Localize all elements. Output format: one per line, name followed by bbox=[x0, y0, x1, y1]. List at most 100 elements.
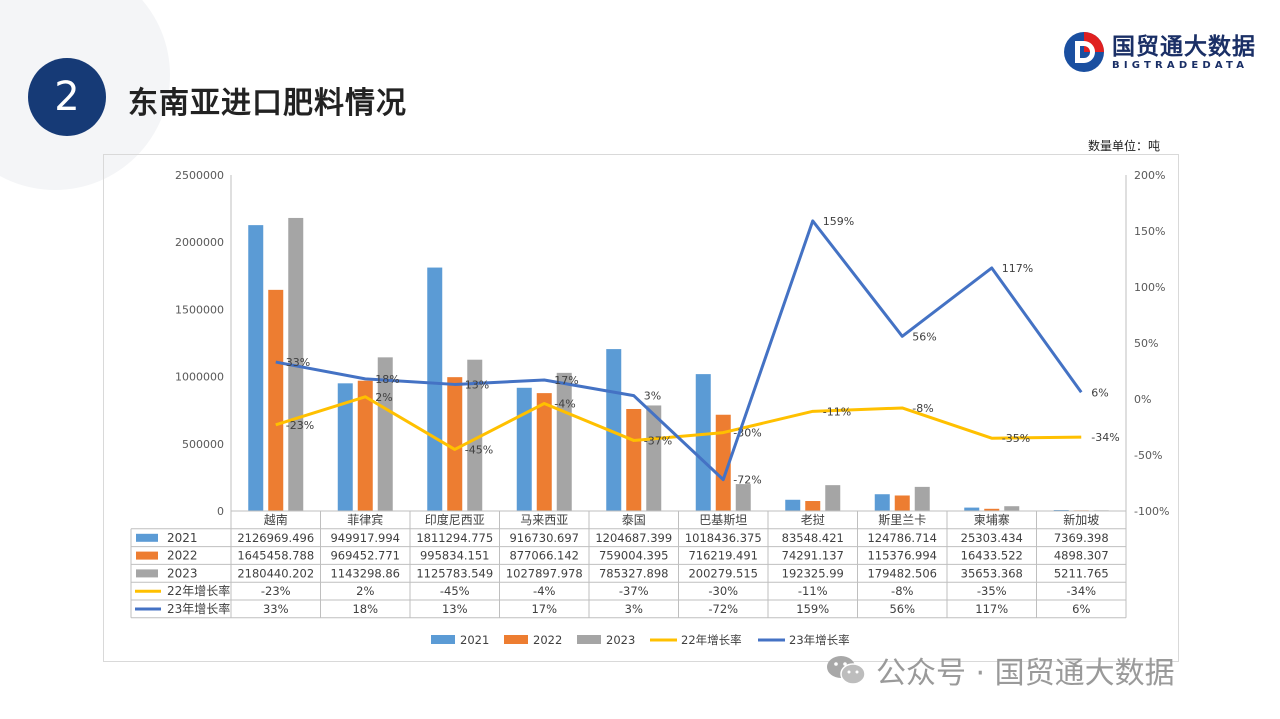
logo-chinese-text: 国贸通大数据 bbox=[1112, 33, 1256, 60]
category-label: 斯里兰卡 bbox=[878, 513, 926, 527]
line-series-23 bbox=[275, 219, 1083, 482]
section-number-badge: 2 bbox=[28, 58, 106, 136]
logo-english-text: BIGTRADEDATA bbox=[1112, 59, 1249, 71]
table-legend-key bbox=[136, 551, 158, 560]
bar-2022-2 bbox=[357, 380, 373, 511]
table-cell: 716219.491 bbox=[688, 549, 758, 563]
legend-label: 22年增长率 bbox=[681, 633, 742, 647]
bar-2021-8 bbox=[874, 494, 890, 511]
y-left-tick-label: 2500000 bbox=[175, 169, 224, 182]
bar-2022-5 bbox=[626, 408, 642, 511]
table-cell: -72% bbox=[708, 602, 738, 616]
table-cell: 2180440.202 bbox=[237, 566, 314, 580]
table-cell: 6% bbox=[1072, 602, 1090, 616]
data-label-23-1: 33% bbox=[286, 356, 310, 369]
brand-logo: 国贸通大数据 BIGTRADEDATA bbox=[1062, 30, 1256, 74]
bar-2023-8 bbox=[914, 486, 930, 511]
data-label-23-7: 159% bbox=[823, 215, 854, 228]
bar-2023-6 bbox=[735, 484, 751, 511]
bar-2022-1 bbox=[268, 289, 284, 511]
table-cell: 179482.506 bbox=[867, 566, 937, 580]
table-legend-key bbox=[136, 569, 158, 578]
category-label: 柬埔寨 bbox=[974, 512, 1010, 527]
table-cell: 1204687.399 bbox=[595, 531, 672, 545]
y-right-tick-label: 50% bbox=[1134, 337, 1158, 350]
category-label: 印度尼西亚 bbox=[425, 512, 485, 527]
bar-2022-7 bbox=[805, 501, 821, 511]
y-right-tick-label: 0% bbox=[1134, 393, 1151, 406]
data-label-23-8: 56% bbox=[912, 330, 936, 343]
y-right-tick-label: 100% bbox=[1134, 281, 1165, 294]
bar-2022-6 bbox=[715, 414, 731, 511]
table-cell: 159% bbox=[796, 602, 829, 616]
data-label-23-9: 117% bbox=[1002, 262, 1033, 275]
table-cell: 17% bbox=[531, 602, 557, 616]
data-label-23-3: 13% bbox=[465, 378, 489, 391]
table-cell: 2% bbox=[356, 584, 374, 598]
table-cell: 916730.697 bbox=[509, 531, 579, 545]
table-cell: 33% bbox=[263, 602, 289, 616]
bar-2022-9 bbox=[984, 508, 1000, 511]
data-label-22-9: -35% bbox=[1002, 432, 1030, 445]
bar-2023-5 bbox=[646, 405, 662, 511]
table-row-header: 23年增长率 bbox=[167, 601, 230, 616]
line-series-22 bbox=[275, 395, 1082, 451]
table-legend-key bbox=[136, 533, 158, 542]
bar-2022-8 bbox=[894, 495, 910, 511]
bar-2021-5 bbox=[606, 349, 622, 511]
table-cell: 83548.421 bbox=[782, 531, 844, 545]
wechat-icon bbox=[827, 656, 866, 685]
data-label-23-5: 3% bbox=[644, 390, 661, 403]
bar-2023-2 bbox=[377, 357, 393, 511]
table-cell: 949917.994 bbox=[330, 531, 400, 545]
table-cell: 1018436.375 bbox=[685, 531, 762, 545]
table-cell: 74291.137 bbox=[782, 549, 844, 563]
data-label-23-4: 17% bbox=[554, 374, 578, 387]
table-cell: -30% bbox=[708, 584, 738, 598]
y-left-tick-label: 1000000 bbox=[175, 371, 224, 384]
bar-2023-9 bbox=[1004, 506, 1020, 511]
bar-2023-3 bbox=[467, 359, 483, 511]
table-cell: 3% bbox=[625, 602, 643, 616]
table-cell: 5211.765 bbox=[1054, 566, 1109, 580]
legend-label: 23年增长率 bbox=[789, 633, 850, 647]
table-cell: -34% bbox=[1066, 584, 1096, 598]
table-cell: 115376.994 bbox=[867, 549, 937, 563]
table-cell: 785327.898 bbox=[599, 566, 669, 580]
watermark-text: 公众号 · 国贸通大数据 bbox=[876, 656, 1175, 691]
watermark: 公众号 · 国贸通大数据 bbox=[826, 648, 1175, 692]
y-left-tick-label: 500000 bbox=[182, 438, 224, 451]
table-cell: -37% bbox=[619, 584, 649, 598]
table-cell: 969452.771 bbox=[330, 549, 400, 563]
bar-2021-7 bbox=[785, 499, 801, 511]
table-cell: 13% bbox=[442, 602, 468, 616]
data-label-23-6: -72% bbox=[733, 474, 761, 487]
legend-key bbox=[431, 635, 455, 644]
legend-key bbox=[504, 635, 528, 644]
table-cell: 200279.515 bbox=[688, 566, 758, 580]
table-cell: -11% bbox=[798, 584, 828, 598]
bar-2021-2 bbox=[337, 383, 353, 511]
chart-frame: 0 500000 1000000 1500000 2000000 2500000 -100%… bbox=[103, 154, 1179, 662]
table-cell: 7369.398 bbox=[1054, 531, 1109, 545]
bar-2023-7 bbox=[825, 485, 841, 511]
bar-2022-3 bbox=[447, 377, 463, 511]
table-cell: -8% bbox=[891, 584, 913, 598]
y-right-tick-label: -50% bbox=[1134, 449, 1162, 462]
data-label-22-2: 2% bbox=[375, 391, 392, 404]
table-cell: 117% bbox=[975, 602, 1008, 616]
category-label: 巴基斯坦 bbox=[699, 513, 747, 527]
table-cell: 18% bbox=[352, 602, 378, 616]
table-cell: 25303.434 bbox=[961, 531, 1023, 545]
table-cell: 16433.522 bbox=[961, 549, 1023, 563]
table-cell: 995834.151 bbox=[420, 549, 490, 563]
legend-label: 2022 bbox=[533, 633, 562, 647]
table-cell: -45% bbox=[440, 584, 470, 598]
bar-2023-4 bbox=[556, 372, 572, 511]
table-cell: 759004.395 bbox=[599, 549, 669, 563]
table-cell: 192325.99 bbox=[782, 566, 844, 580]
unit-label: 数量单位：吨 bbox=[1088, 139, 1161, 153]
table-cell: 877066.142 bbox=[509, 549, 579, 563]
page-title: 东南亚进口肥料情况 bbox=[128, 86, 407, 121]
data-label-22-8: -8% bbox=[912, 402, 933, 415]
